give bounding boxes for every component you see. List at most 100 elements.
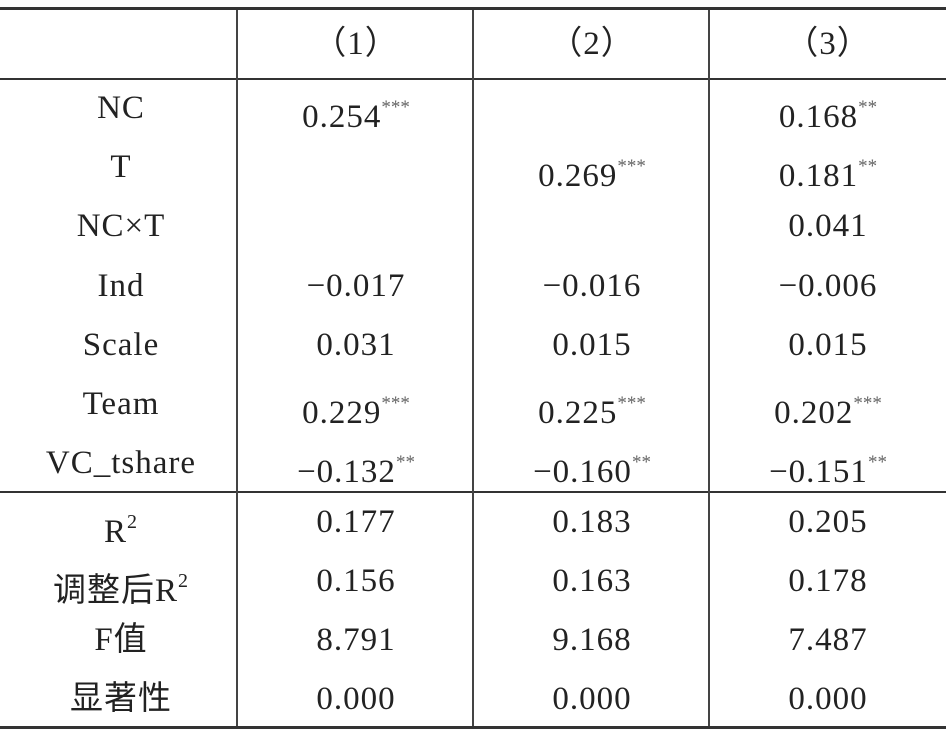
value-text: 0.031 — [316, 326, 396, 363]
value-text: −0.017 — [306, 267, 406, 304]
row-label: R2 — [3, 502, 239, 552]
significance-stars: *** — [617, 393, 646, 414]
value-cell: 7.487 — [710, 620, 946, 660]
col-rule — [708, 10, 710, 726]
label-text: Team — [82, 386, 160, 422]
value-cell: −0.160** — [474, 443, 710, 492]
significance-stars: *** — [853, 393, 882, 414]
label-text: T — [110, 149, 132, 186]
row-label: 显著性 — [3, 679, 239, 719]
value-cell: 9.168 — [474, 620, 710, 660]
value-cell: −0.017 — [238, 266, 474, 306]
value-cell: 0.163 — [474, 561, 710, 601]
value-cell: 0.168** — [710, 88, 946, 137]
value-text: 0.000 — [316, 681, 396, 717]
value-cell: 0.225*** — [474, 384, 710, 433]
value-text: 0.254 — [302, 99, 382, 135]
significance-stars: *** — [617, 156, 646, 178]
value-text: 0.168 — [778, 99, 859, 135]
value-text: 0.015 — [788, 326, 868, 363]
label-text: 调整后R — [52, 573, 178, 609]
value-cell: 0.177 — [238, 502, 474, 542]
value-cell: 0.183 — [474, 502, 710, 542]
value-cell: 0.015 — [710, 325, 946, 365]
significance-stars: *** — [381, 393, 410, 414]
label-text: Scale — [82, 326, 160, 363]
superscript: 2 — [127, 511, 138, 533]
value-cell: 0.269*** — [474, 147, 710, 196]
value-text: 0.178 — [788, 563, 868, 599]
label-text: F值 — [94, 622, 148, 658]
value-cell: 0.181** — [710, 147, 946, 196]
label-text: R — [103, 514, 127, 550]
value-cell: 0.015 — [474, 325, 710, 365]
value-cell: 8.791 — [238, 620, 474, 660]
significance-stars: ** — [395, 452, 415, 474]
superscript: 2 — [178, 570, 189, 592]
header-cell: （1） — [238, 24, 474, 64]
value-text: −0.006 — [778, 267, 878, 304]
header-text: （2） — [549, 26, 635, 62]
significance-stars: ** — [867, 452, 887, 474]
col-rule — [472, 10, 474, 726]
value-text: 0.000 — [788, 681, 868, 717]
label-text: VC_tshare — [45, 445, 197, 482]
label-text: NC — [97, 90, 145, 126]
col-rule — [236, 10, 238, 726]
value-cell: 0.205 — [710, 502, 946, 542]
significance-stars: *** — [381, 97, 410, 118]
header-text: （3） — [785, 26, 871, 62]
row-label: Ind — [3, 266, 239, 306]
value-cell: 0.202*** — [710, 384, 946, 433]
value-cell: 0.156 — [238, 561, 474, 601]
value-text: −0.151 — [769, 454, 868, 491]
value-cell: −0.132** — [238, 443, 474, 492]
row-label: Team — [3, 384, 239, 424]
value-text: 0.202 — [774, 395, 854, 431]
label-text: Ind — [97, 267, 145, 304]
value-text: 0.156 — [316, 563, 396, 599]
value-text: −0.016 — [542, 267, 642, 304]
value-cell: 0.041 — [710, 206, 946, 246]
row-label: F值 — [3, 620, 239, 660]
label-text: 显著性 — [70, 681, 172, 717]
value-text: 0.183 — [552, 504, 632, 540]
value-text: 0.181 — [778, 158, 859, 195]
row-label: Scale — [3, 325, 239, 365]
value-text: 0.163 — [552, 563, 632, 599]
header-cell: （3） — [710, 24, 946, 64]
value-text: 0.041 — [788, 208, 868, 245]
row-label: VC_tshare — [3, 443, 239, 483]
row-label: NC — [3, 88, 239, 128]
top-rule — [0, 7, 946, 10]
value-cell: 0.229*** — [238, 384, 474, 433]
row-label: T — [3, 147, 239, 187]
value-text: 0.000 — [552, 681, 632, 717]
value-cell: −0.016 — [474, 266, 710, 306]
value-text: 9.168 — [552, 622, 632, 658]
significance-stars: ** — [631, 452, 651, 474]
value-text: −0.132 — [297, 454, 396, 491]
significance-stars: ** — [858, 97, 878, 118]
header-text: （1） — [313, 26, 399, 62]
label-text: NC×T — [76, 208, 166, 245]
value-text: 0.177 — [316, 504, 396, 540]
value-cell: 0.178 — [710, 561, 946, 601]
value-text: 8.791 — [316, 622, 396, 658]
value-cell: 0.000 — [710, 679, 946, 719]
value-text: −0.160 — [533, 454, 632, 491]
significance-stars: ** — [858, 156, 878, 178]
value-cell: 0.254*** — [238, 88, 474, 137]
value-text: 0.225 — [538, 395, 618, 431]
row-label: NC×T — [3, 206, 239, 246]
bottom-rule — [0, 726, 946, 729]
value-cell: 0.000 — [474, 679, 710, 719]
value-cell: 0.000 — [238, 679, 474, 719]
value-text: 0.205 — [788, 504, 868, 540]
value-text: 0.015 — [552, 326, 632, 363]
value-text: 0.229 — [302, 395, 382, 431]
header-cell: （2） — [474, 24, 710, 64]
value-cell: −0.151** — [710, 443, 946, 492]
value-text: 0.269 — [538, 158, 618, 195]
